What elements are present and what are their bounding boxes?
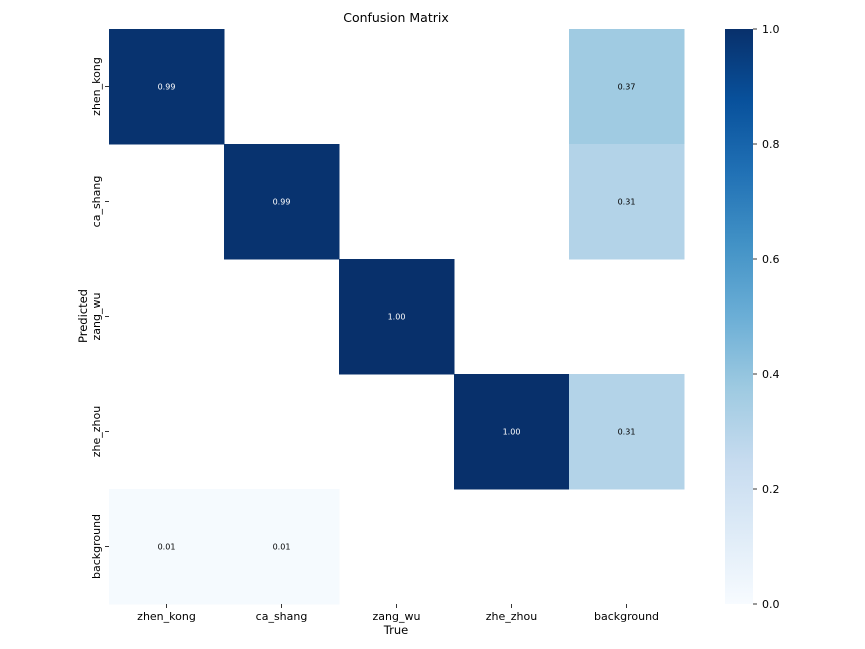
heatmap-cell <box>224 489 340 605</box>
x-axis-label: True <box>383 623 408 637</box>
colorbar-tick-label: 0.6 <box>762 253 780 266</box>
heatmap-cell <box>224 144 340 260</box>
x-tick-label: ca_shang <box>256 610 308 623</box>
colorbar-tick-label: 0.0 <box>762 598 780 611</box>
cell-value-label: 0.99 <box>158 83 176 92</box>
colorbar-tick-label: 0.4 <box>762 368 780 381</box>
y-tick-label: ca_shang <box>90 176 103 228</box>
x-tick-label: zhen_kong <box>137 610 196 623</box>
x-tick-label: zhe_zhou <box>486 610 537 623</box>
chart-title: Confusion Matrix <box>343 10 449 25</box>
heatmap-cells <box>109 29 685 605</box>
heatmap-cell <box>569 144 685 260</box>
colorbar-gradient <box>725 29 753 604</box>
heatmap-cell <box>109 29 225 145</box>
y-axis-label: Predicted <box>76 289 90 343</box>
colorbar-tick-label: 0.2 <box>762 483 780 496</box>
y-axis: zhen_kong ca_shang zang_wu zhe_zhou backgrou… <box>90 57 109 579</box>
heatmap-cell <box>569 374 685 490</box>
y-tick-label: zhen_kong <box>90 57 103 116</box>
cell-value-label: 0.31 <box>618 198 636 207</box>
x-tick-label: zang_wu <box>373 610 421 623</box>
x-axis: zhen_kong ca_shang zang_wu zhe_zhou backgrou… <box>137 604 659 623</box>
heatmap-cell <box>339 259 455 375</box>
cell-value-label: 0.99 <box>273 198 291 207</box>
colorbar-tick-label: 1.0 <box>762 23 780 36</box>
cell-value-label: 1.00 <box>388 313 406 322</box>
colorbar-tick-label: 0.8 <box>762 138 780 151</box>
y-tick-label: zhe_zhou <box>90 406 103 457</box>
heatmap-cell <box>109 489 225 605</box>
y-tick-label: background <box>90 514 103 579</box>
cell-value-label: 0.37 <box>618 83 636 92</box>
cell-value-label: 0.01 <box>158 543 176 552</box>
heatmap-cell <box>454 374 570 490</box>
x-tick-label: background <box>594 610 659 623</box>
cell-value-label: 1.00 <box>503 428 521 437</box>
y-tick-label: zang_wu <box>90 293 103 341</box>
cell-value-label: 0.01 <box>273 543 291 552</box>
colorbar: 0.0 0.2 0.4 0.6 0.8 1.0 <box>725 23 780 611</box>
heatmap-cell <box>569 29 685 145</box>
colorbar-ticks: 0.0 0.2 0.4 0.6 0.8 1.0 <box>753 23 780 611</box>
cell-value-labels: 0.99 0.37 0.99 0.31 1.00 1.00 0.31 0.01 0.01 <box>158 83 636 552</box>
cell-value-label: 0.31 <box>618 428 636 437</box>
